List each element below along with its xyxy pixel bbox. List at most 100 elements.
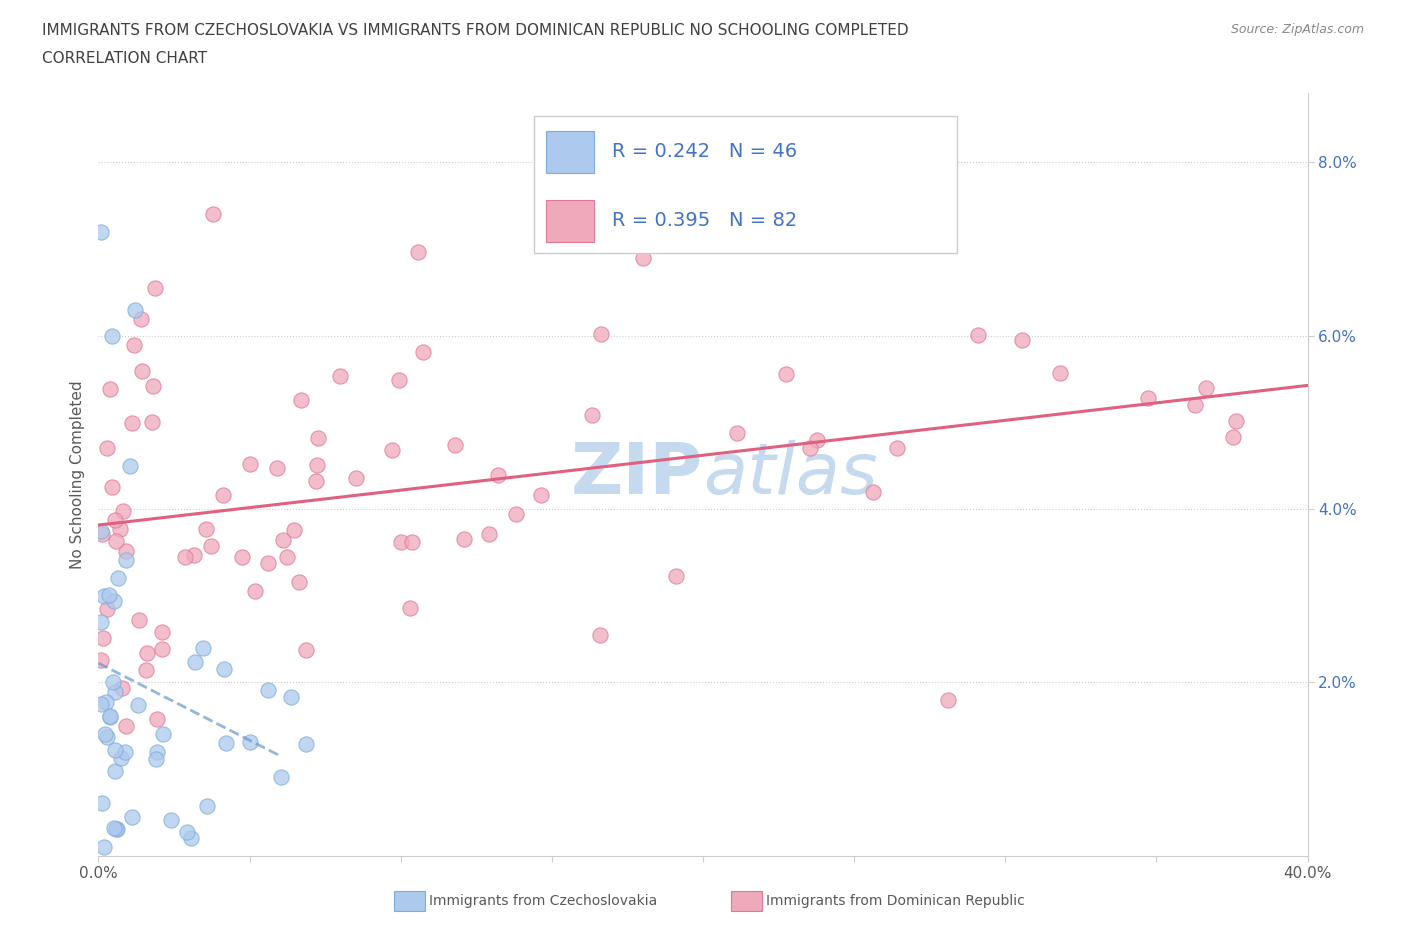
Point	[135, 646, 157, 661]
Point	[406, 245, 429, 259]
Point	[530, 487, 553, 502]
Point	[1049, 365, 1071, 380]
Point	[96, 730, 118, 745]
Point	[295, 643, 318, 658]
Point	[665, 568, 688, 583]
Point	[280, 689, 302, 704]
Point	[96, 602, 118, 617]
Point	[305, 473, 328, 488]
Point	[183, 548, 205, 563]
Point	[444, 438, 467, 453]
Point	[193, 641, 215, 656]
Point	[150, 624, 173, 639]
Point	[399, 600, 422, 615]
Point	[114, 744, 136, 759]
Point	[90, 524, 112, 538]
Bar	[546, 131, 595, 173]
Point	[98, 588, 121, 603]
Point	[1184, 398, 1206, 413]
Point	[589, 628, 612, 643]
Text: Source: ZipAtlas.com: Source: ZipAtlas.com	[1230, 23, 1364, 36]
Point	[93, 840, 115, 855]
Point	[108, 521, 131, 536]
Point	[775, 366, 797, 381]
Point	[94, 727, 117, 742]
Point	[90, 795, 112, 810]
Point	[936, 692, 959, 707]
Point	[101, 674, 124, 689]
Point	[160, 813, 183, 828]
Text: Immigrants from Dominican Republic: Immigrants from Dominican Republic	[766, 894, 1025, 909]
Point	[200, 539, 222, 554]
Point	[145, 751, 167, 766]
Point	[231, 550, 253, 565]
Point	[271, 533, 294, 548]
Point	[727, 426, 749, 441]
Point	[589, 326, 612, 341]
Point	[94, 695, 117, 710]
Text: Immigrants from Czechoslovakia: Immigrants from Czechoslovakia	[429, 894, 657, 909]
Point	[141, 414, 163, 429]
Point	[239, 457, 262, 472]
Point	[104, 743, 127, 758]
Point	[90, 615, 112, 630]
Point	[1136, 391, 1159, 405]
Point	[115, 718, 138, 733]
Point	[1225, 413, 1247, 428]
Point	[886, 440, 908, 455]
Point	[967, 328, 990, 343]
Point	[307, 431, 329, 445]
Y-axis label: No Schooling Completed: No Schooling Completed	[69, 380, 84, 568]
Point	[98, 382, 121, 397]
Point	[135, 663, 157, 678]
Point	[211, 488, 233, 503]
Point	[110, 680, 132, 695]
Point	[401, 535, 423, 550]
Point	[98, 710, 121, 724]
Point	[98, 709, 121, 724]
Point	[214, 661, 236, 676]
Point	[381, 443, 404, 458]
Point	[90, 697, 112, 711]
Point	[105, 822, 128, 837]
Point	[111, 504, 134, 519]
Point	[256, 683, 278, 698]
Point	[104, 512, 127, 527]
Point	[290, 392, 312, 407]
Point	[184, 655, 207, 670]
Point	[104, 685, 127, 700]
Text: IMMIGRANTS FROM CZECHOSLOVAKIA VS IMMIGRANTS FROM DOMINICAN REPUBLIC NO SCHOOLIN: IMMIGRANTS FROM CZECHOSLOVAKIA VS IMMIGR…	[42, 23, 908, 38]
Text: R = 0.242   N = 46: R = 0.242 N = 46	[613, 142, 797, 161]
Point	[195, 521, 218, 536]
Point	[128, 613, 150, 628]
Point	[1222, 430, 1244, 445]
Point	[288, 574, 311, 589]
Point	[122, 338, 145, 352]
Point	[266, 460, 288, 475]
Text: ZIP: ZIP	[571, 440, 703, 509]
Point	[115, 544, 138, 559]
Point	[631, 250, 654, 265]
Point	[1011, 332, 1033, 347]
Point	[388, 373, 411, 388]
Point	[103, 593, 125, 608]
Point	[276, 549, 298, 564]
Point	[101, 480, 124, 495]
Text: atlas: atlas	[703, 440, 877, 509]
Point	[307, 457, 329, 472]
Point	[486, 468, 509, 483]
Point	[329, 368, 352, 383]
Point	[129, 312, 152, 326]
Point	[131, 364, 153, 379]
Point	[202, 206, 225, 221]
Point	[283, 523, 305, 538]
Point	[215, 735, 238, 750]
Point	[127, 698, 149, 712]
Point	[90, 652, 112, 667]
Point	[145, 281, 167, 296]
Point	[173, 550, 195, 565]
Point	[121, 809, 143, 824]
Point	[150, 642, 173, 657]
Point	[581, 407, 603, 422]
Bar	[546, 200, 595, 242]
